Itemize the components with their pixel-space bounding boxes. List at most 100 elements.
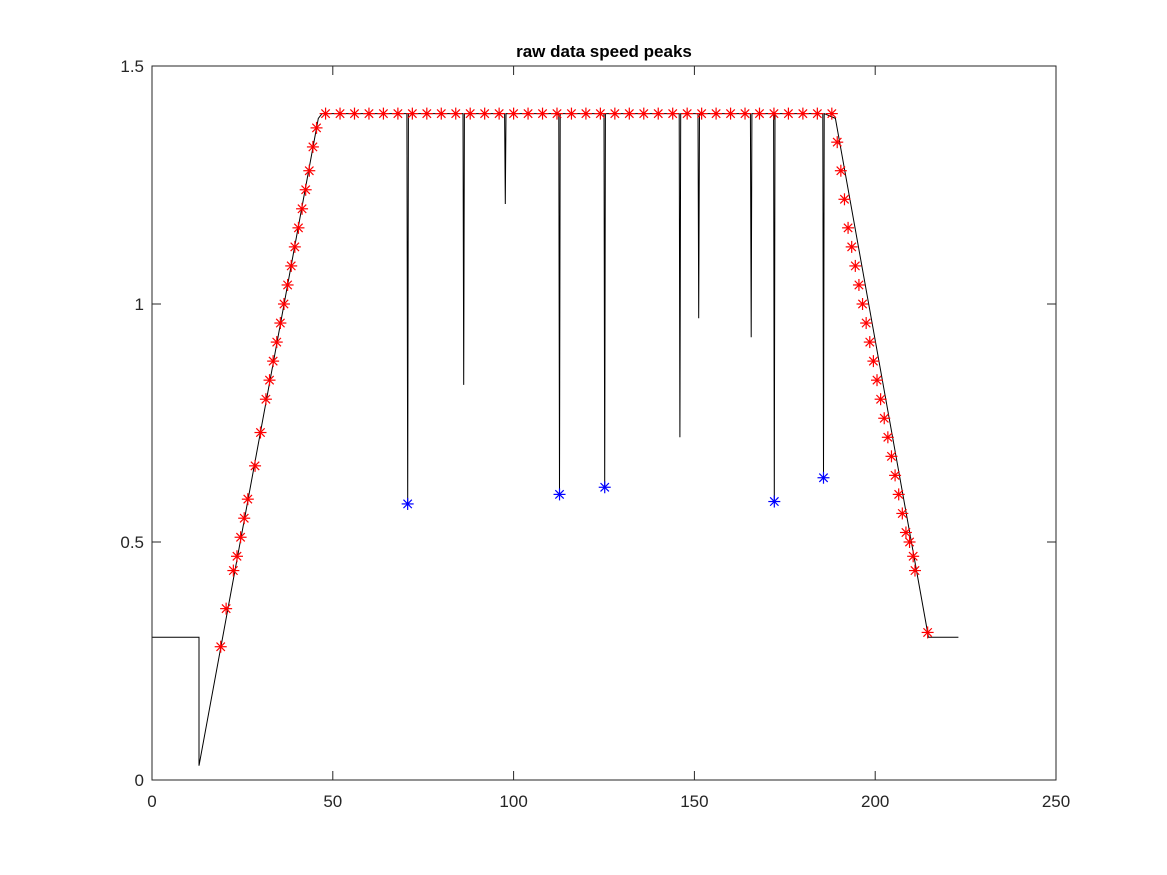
data-point-marker — [310, 121, 323, 134]
data-point-marker — [889, 469, 902, 482]
data-point-marker — [565, 107, 578, 120]
data-point-marker — [871, 374, 884, 387]
x-tick-label: 250 — [1042, 792, 1070, 811]
data-point-marker — [274, 317, 287, 330]
data-point-marker — [724, 107, 737, 120]
data-point-marker — [782, 107, 795, 120]
data-point-marker — [296, 202, 309, 215]
data-point-marker — [478, 107, 491, 120]
data-point-marker — [838, 193, 851, 206]
y-tick-label: 0 — [135, 771, 144, 790]
data-point-marker — [652, 107, 665, 120]
data-point-marker — [867, 355, 880, 368]
data-point-marker — [921, 626, 934, 639]
data-point-marker — [220, 602, 233, 615]
data-point-marker — [594, 107, 607, 120]
data-point-marker — [896, 507, 909, 520]
y-tick-label: 1 — [135, 295, 144, 314]
data-point-marker — [637, 107, 650, 120]
data-point-marker — [267, 355, 280, 368]
data-point-marker — [277, 298, 290, 310]
data-point-marker — [319, 107, 332, 120]
data-point-marker — [306, 140, 319, 153]
data-point-marker — [598, 481, 611, 494]
data-point-marker — [579, 107, 592, 120]
data-point-marker — [362, 107, 375, 120]
data-point-marker — [856, 298, 869, 310]
data-point-marker — [608, 107, 621, 120]
data-point-marker — [522, 107, 535, 120]
data-point-marker — [834, 164, 847, 177]
data-point-marker — [817, 471, 830, 484]
data-point-marker — [903, 536, 916, 548]
data-point-marker — [796, 107, 809, 120]
y-tick-label: 0.5 — [120, 533, 144, 552]
data-point-marker — [435, 107, 448, 120]
chart-title: raw data speed peaks — [516, 42, 692, 61]
data-point-marker — [885, 450, 898, 463]
data-point-marker — [878, 412, 891, 425]
data-point-marker — [623, 107, 636, 120]
data-point-marker — [230, 550, 243, 563]
data-point-marker — [281, 278, 294, 291]
data-point-marker — [449, 107, 462, 120]
data-point-marker — [681, 107, 694, 120]
data-point-marker — [377, 107, 390, 120]
data-point-marker — [881, 431, 894, 444]
data-point-marker — [550, 107, 563, 120]
data-point-marker — [767, 107, 780, 120]
x-tick-label: 150 — [680, 792, 708, 811]
data-point-marker — [768, 495, 781, 508]
data-point-marker — [249, 459, 262, 472]
data-point-marker — [874, 393, 887, 406]
axes-box — [151, 65, 1057, 781]
data-point-marker — [270, 336, 283, 349]
data-point-marker — [863, 336, 876, 349]
data-point-marker — [666, 107, 679, 120]
data-point-marker — [852, 278, 865, 291]
data-point-marker — [493, 107, 506, 120]
data-point-marker — [464, 107, 477, 120]
data-point-marker — [401, 497, 414, 510]
x-tick-label: 50 — [323, 792, 342, 811]
x-tick-label: 0 — [147, 792, 156, 811]
data-point-marker — [907, 550, 920, 563]
data-point-marker — [227, 564, 240, 577]
data-point-marker — [285, 259, 298, 272]
y-tick-label: 1.5 — [120, 57, 144, 76]
data-point-marker — [348, 107, 361, 120]
data-point-marker — [254, 426, 267, 439]
data-point-marker — [288, 240, 301, 253]
data-point-marker — [238, 512, 251, 525]
data-point-marker — [406, 107, 419, 120]
data-point-marker — [263, 374, 276, 387]
data-point-marker — [860, 317, 873, 330]
data-point-marker — [391, 107, 404, 120]
data-point-marker — [420, 107, 433, 120]
data-point-marker — [842, 221, 855, 234]
x-tick-label: 200 — [861, 792, 889, 811]
data-point-marker — [303, 164, 316, 177]
data-point-marker — [849, 259, 862, 272]
data-point-marker — [753, 107, 766, 120]
data-point-marker — [299, 183, 312, 196]
data-point-marker — [845, 240, 858, 253]
data-point-marker — [899, 526, 912, 539]
data-point-marker — [536, 107, 549, 120]
data-point-marker — [292, 221, 305, 234]
data-point-marker — [214, 640, 227, 653]
data-point-marker — [507, 107, 520, 120]
data-point-marker — [234, 531, 247, 544]
data-point-marker — [892, 488, 905, 501]
data-point-marker — [811, 107, 824, 120]
data-point-marker — [241, 493, 254, 506]
data-point-marker — [259, 393, 272, 406]
data-point-marker — [334, 107, 347, 120]
data-point-marker — [739, 107, 752, 120]
x-tick-label: 100 — [499, 792, 527, 811]
data-point-marker — [908, 564, 921, 577]
data-point-marker — [553, 488, 566, 501]
data-point-marker — [695, 107, 708, 120]
